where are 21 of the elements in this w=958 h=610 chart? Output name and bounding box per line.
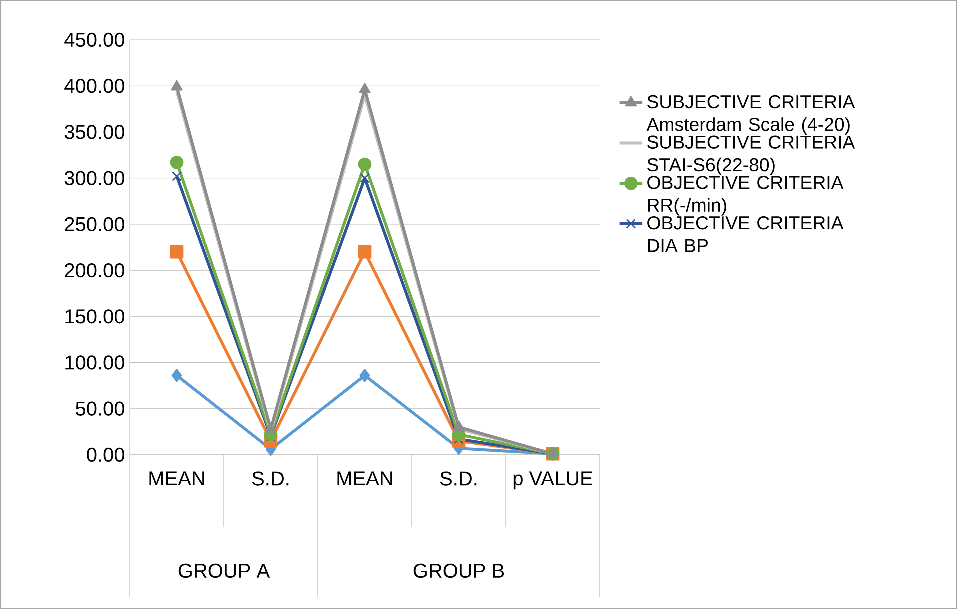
- text: GROUP A: [178, 564, 270, 578]
- y-tick-label: 400.00: [64, 79, 124, 94]
- legend-label: OBJECTIVE CRITERIA RR(-/min): [648, 176, 844, 216]
- x-tick-label: p VALUE: [514, 472, 593, 490]
- legend-label: OBJECTIVE CRITERIA DIA BP: [648, 216, 844, 252]
- y-tick-label: 450.00: [64, 32, 124, 48]
- y-tick-label: 50.00: [76, 402, 124, 416]
- legend-label: SUBJECTIVE CRITERIA STAI-S6(22-80): [648, 136, 856, 176]
- text: GROUP B: [414, 564, 504, 578]
- legend-label: SUBJECTIVE CRITERIA Amsterdam Scale (4-20): [646, 95, 856, 135]
- y-tick-label: 200.00: [65, 263, 124, 278]
- y-tick-label: 250.00: [65, 217, 124, 232]
- y-tick-label: 0.00: [87, 448, 124, 462]
- x-tick-label: S.D.: [440, 472, 477, 486]
- y-tick-label: 100.00: [66, 356, 124, 370]
- x-tick-label: MEAN: [150, 472, 204, 486]
- y-tick-label: 150.00: [66, 310, 124, 324]
- x-tick-label: MEAN: [338, 472, 392, 486]
- x-tick-label: S.D.: [252, 472, 289, 486]
- y-tick-label: 300.00: [64, 171, 124, 186]
- y-tick-label: 350.00: [64, 125, 124, 140]
